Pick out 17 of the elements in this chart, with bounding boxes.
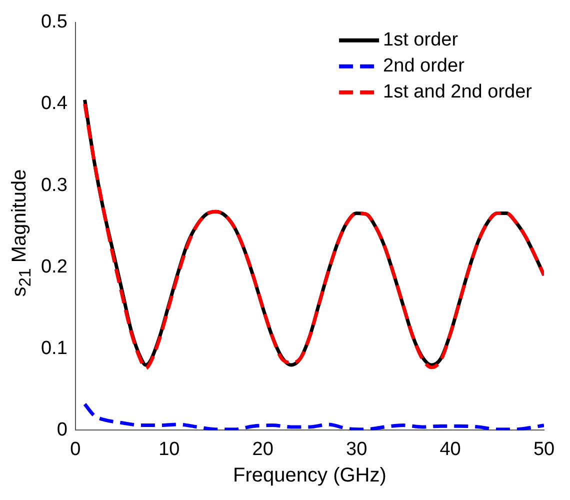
legend-label: 1st and 2nd order: [383, 82, 533, 103]
y-tick-label: 0.5: [40, 12, 68, 33]
x-tick-label: 20: [252, 438, 274, 460]
y-tick-label: 0.1: [40, 338, 68, 359]
x-tick-label: 10: [158, 438, 180, 460]
x-tick-label: 30: [346, 438, 368, 460]
line-series: [83, 402, 544, 430]
y-tick-label: 0.4: [40, 93, 68, 114]
legend-label: 1st order: [383, 30, 459, 51]
x-tick-label: 50: [533, 438, 555, 460]
x-tick-label: 0: [70, 438, 81, 460]
x-tick-label: 40: [440, 438, 461, 460]
y-tick-label: 0.3: [40, 174, 68, 196]
legend-label: 2nd order: [383, 56, 466, 77]
y-tick-label: 0: [56, 419, 68, 440]
y-tick-label: 0.2: [40, 256, 68, 278]
x-axis-title: Frequency (GHz): [233, 464, 386, 487]
